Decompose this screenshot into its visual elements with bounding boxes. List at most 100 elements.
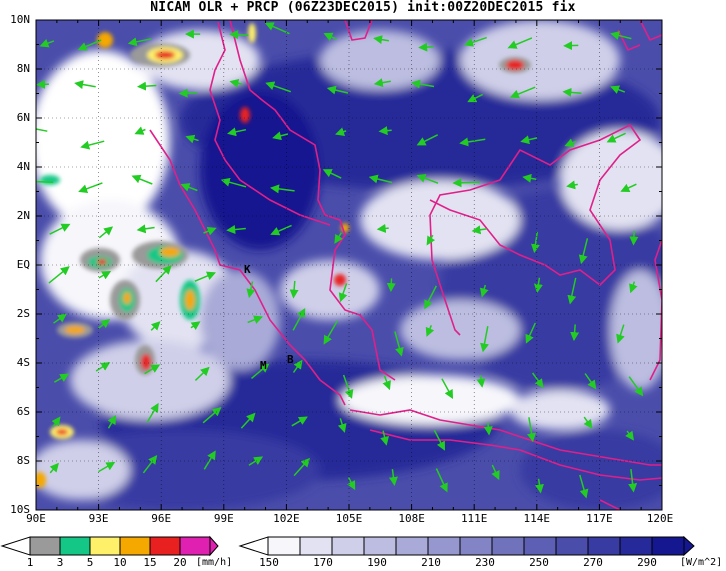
wind-arrow xyxy=(36,79,49,89)
precip-colorbar-swatch xyxy=(149,536,181,556)
wind-arrow xyxy=(335,127,347,136)
lon-label: 90E xyxy=(26,512,46,525)
wind-arrow xyxy=(418,42,434,52)
lat-label: 10S xyxy=(10,503,30,516)
wind-arrow xyxy=(229,78,243,88)
wind-arrow xyxy=(202,407,222,424)
wind-arrow xyxy=(616,324,625,344)
olr-colorbar-swatch xyxy=(555,536,589,556)
precip-colorbar-left-cap xyxy=(0,536,31,556)
wind-arrow xyxy=(347,477,356,491)
wind-arrow xyxy=(424,285,437,310)
wind-arrow xyxy=(376,223,389,233)
wind-arrow xyxy=(628,469,638,493)
wind-arrow xyxy=(98,270,112,280)
wind-arrow xyxy=(220,177,247,188)
wind-arrow xyxy=(289,280,299,299)
wind-arrow xyxy=(629,281,638,294)
wind-arrow xyxy=(507,37,533,49)
wind-arrow xyxy=(520,135,538,145)
wind-arrow xyxy=(127,37,152,47)
wind-arrow xyxy=(522,173,537,183)
precip-colorbar xyxy=(0,535,219,557)
wind-arrow xyxy=(416,134,439,146)
lat-lon-grid xyxy=(36,20,662,510)
wind-arrow xyxy=(479,284,489,298)
wind-arrow xyxy=(136,224,155,234)
wind-arrow xyxy=(291,416,308,427)
olr-colorbar-swatch xyxy=(459,536,493,556)
lat-label: EQ xyxy=(16,258,30,271)
olr-label: 250 xyxy=(529,556,549,569)
olr-colorbar-swatch xyxy=(427,536,461,556)
wind-arrow xyxy=(509,86,536,99)
olr-label: 270 xyxy=(583,556,603,569)
lon-label: 96E xyxy=(151,512,172,525)
precip-field xyxy=(36,23,531,488)
wind-arrow xyxy=(107,414,117,429)
precip-colorbar-swatch xyxy=(59,536,91,556)
wind-arrow xyxy=(459,137,486,147)
wind-arrow xyxy=(378,126,392,136)
wind-arrow xyxy=(480,326,489,353)
wind-arrow xyxy=(137,81,157,91)
wind-arrow xyxy=(229,30,249,40)
wind-arrow xyxy=(533,277,543,294)
wind-arrow xyxy=(386,278,396,293)
wind-arrow xyxy=(36,128,48,132)
wind-arrow xyxy=(190,321,201,331)
wind-arrow xyxy=(53,313,67,324)
lon-label: 105E xyxy=(335,512,363,525)
wind-arrow xyxy=(270,184,295,194)
wind-arrow xyxy=(180,183,198,192)
wind-arrow xyxy=(323,320,338,345)
wind-arrow xyxy=(95,362,111,372)
wind-arrow xyxy=(203,226,217,236)
wind-arrow xyxy=(578,238,589,265)
wind-arrow xyxy=(491,464,500,481)
wind-arrow xyxy=(194,366,210,381)
lat-label: 2N xyxy=(16,209,30,222)
wind-arrow xyxy=(337,418,347,433)
wind-arrow xyxy=(251,363,270,379)
olr-colorbar-left-cap xyxy=(238,536,269,556)
olr-colorbar-right-cap xyxy=(683,535,695,557)
wind-arrow xyxy=(416,174,439,184)
lon-label: 99E xyxy=(213,512,234,525)
wind-arrow xyxy=(433,429,445,451)
wind-arrow xyxy=(39,38,55,48)
wind-arrow xyxy=(471,225,487,235)
wind-arrow xyxy=(531,372,544,389)
precip-label: 20 xyxy=(173,556,187,569)
olr-colorbar-swatch xyxy=(651,536,685,556)
precip-colorbar-swatch xyxy=(179,536,211,556)
wind-arrow xyxy=(326,85,349,95)
wind-arrow xyxy=(144,364,161,375)
lon-label: 111E xyxy=(460,512,488,525)
wind-arrow xyxy=(452,178,480,188)
wind-arrow xyxy=(98,226,114,239)
wind-arrow xyxy=(146,402,159,423)
wind-arrow xyxy=(425,325,435,337)
wind-arrow xyxy=(74,80,96,90)
olr-label: 230 xyxy=(475,556,495,569)
wind-arrow xyxy=(98,461,116,473)
precip-label: 1 xyxy=(26,556,34,569)
wind-arrow xyxy=(246,281,256,299)
wind-arrow xyxy=(142,455,158,474)
olr-colorbar-swatch xyxy=(395,536,429,556)
wind-arrow xyxy=(342,374,354,399)
wind-arrow xyxy=(373,78,391,88)
wind-arrow xyxy=(382,375,391,391)
wind-arrow xyxy=(270,224,292,236)
place-marker-k: K xyxy=(244,263,251,276)
wind-arrow xyxy=(77,39,102,51)
precip-colorbar-swatch xyxy=(89,536,121,556)
olr-colorbar-swatch xyxy=(299,536,333,556)
wind-vectors xyxy=(36,22,644,499)
wind-arrow xyxy=(226,225,246,234)
olr-label: 190 xyxy=(367,556,387,569)
wind-arrow xyxy=(334,232,343,244)
olr-field xyxy=(36,20,662,510)
wind-arrow xyxy=(584,373,597,390)
